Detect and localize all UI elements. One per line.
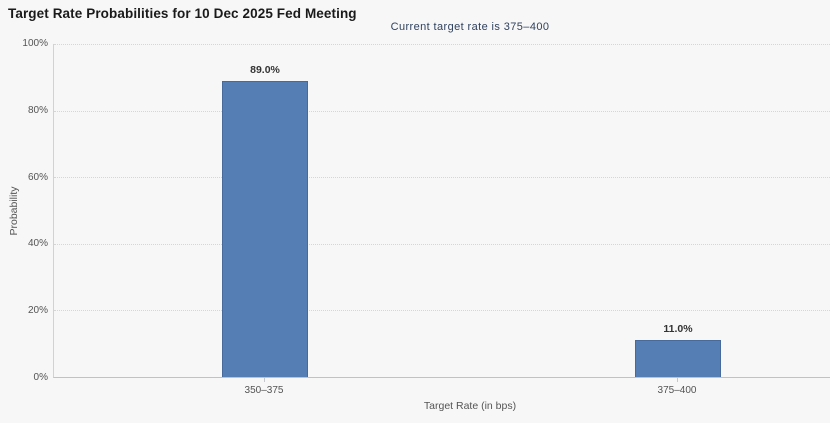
y-tick-40: 40% <box>27 238 48 249</box>
gridline-60 <box>54 177 830 179</box>
chart-subtitle: Current target rate is 375–400 <box>390 21 550 33</box>
gridline-40 <box>54 243 830 245</box>
x-category-350-375: 350–375 <box>244 385 284 396</box>
plot-area: 89.0% 11.0% <box>53 44 830 378</box>
y-tick-0: 0% <box>33 372 48 383</box>
x-axis-title: Target Rate (in bps) <box>423 400 517 412</box>
x-tick-350-375 <box>264 378 265 382</box>
bar-value-label: 11.0% <box>663 323 693 336</box>
probability-bar[interactable] <box>222 80 308 377</box>
y-tick-20: 20% <box>27 305 48 316</box>
bar-value-label: 89.0% <box>250 63 280 76</box>
bar-group-350-375: 89.0% <box>222 44 308 377</box>
bar-group-375-400: 11.0% <box>635 44 721 377</box>
chart-title: Target Rate Probabilities for 10 Dec 202… <box>8 6 357 21</box>
probability-bar[interactable] <box>635 340 721 377</box>
x-category-375-400: 375–400 <box>657 385 697 396</box>
gridline-80 <box>54 110 830 112</box>
gridline-100 <box>54 44 830 45</box>
y-tick-100: 100% <box>22 38 48 49</box>
y-tick-80: 80% <box>27 105 48 116</box>
gridline-20 <box>54 310 830 312</box>
y-tick-60: 60% <box>27 172 48 183</box>
x-tick-375-400 <box>677 378 678 382</box>
y-axis-title: Probability <box>8 186 20 236</box>
